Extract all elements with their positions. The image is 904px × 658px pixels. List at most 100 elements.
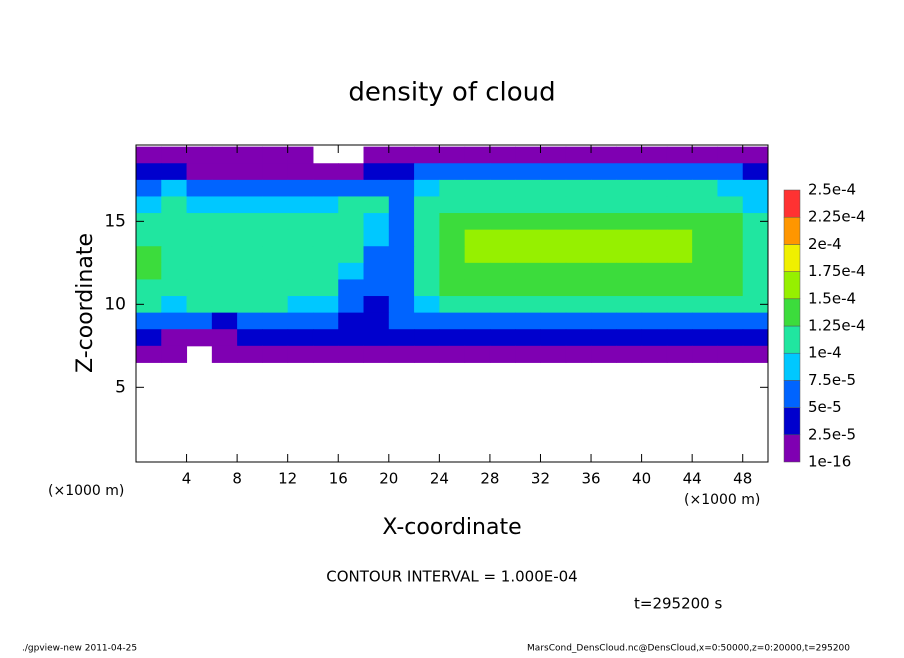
heat-cell bbox=[439, 179, 466, 197]
heat-cell bbox=[540, 329, 567, 347]
heat-cell bbox=[641, 196, 668, 214]
heat-cell bbox=[363, 146, 390, 164]
colorbar-label: 2.25e-4 bbox=[808, 208, 866, 226]
heat-cell bbox=[515, 345, 541, 363]
heat-cell bbox=[540, 312, 567, 330]
heat-cell bbox=[641, 179, 668, 197]
heat-cell bbox=[136, 345, 162, 363]
heat-cell bbox=[211, 312, 238, 330]
heat-cell bbox=[439, 146, 466, 164]
heat-cell bbox=[237, 345, 263, 363]
heat-cell bbox=[414, 179, 440, 197]
heat-cell bbox=[565, 312, 592, 330]
heat-cell bbox=[489, 146, 516, 164]
x-tick-label: 44 bbox=[683, 470, 702, 488]
heat-cell bbox=[464, 279, 491, 297]
heat-cell bbox=[414, 146, 440, 164]
heat-cell bbox=[540, 146, 567, 164]
heat-cell bbox=[262, 329, 289, 347]
heat-cell bbox=[464, 312, 491, 330]
heat-cell bbox=[363, 196, 390, 214]
time-label: t=295200 s bbox=[634, 595, 722, 613]
heat-cell bbox=[312, 196, 339, 214]
heat-cell bbox=[414, 163, 440, 181]
heat-cell bbox=[186, 262, 213, 280]
heat-cell bbox=[616, 296, 643, 314]
heat-cell bbox=[136, 312, 162, 330]
heat-cell bbox=[136, 262, 162, 280]
heat-cell bbox=[464, 296, 491, 314]
heat-cell bbox=[211, 329, 238, 347]
heat-cell bbox=[591, 345, 617, 363]
heat-cell bbox=[262, 262, 289, 280]
heat-cell bbox=[287, 329, 314, 347]
heat-cell bbox=[414, 345, 440, 363]
heat-cell bbox=[211, 179, 238, 197]
heat-cell bbox=[616, 163, 643, 181]
heat-cell bbox=[489, 345, 516, 363]
heat-cell bbox=[666, 279, 693, 297]
heat-cell bbox=[692, 196, 718, 214]
heat-cell bbox=[211, 246, 238, 264]
heat-cell bbox=[312, 262, 339, 280]
heat-cell bbox=[388, 213, 415, 231]
colorbar-band bbox=[783, 216, 801, 245]
heat-cell bbox=[616, 262, 643, 280]
heat-cell bbox=[338, 345, 365, 363]
heat-cell bbox=[489, 213, 516, 231]
heat-cell bbox=[742, 345, 769, 363]
heat-cell bbox=[388, 229, 415, 247]
colorbar-label: 1.25e-4 bbox=[808, 317, 866, 335]
heat-cell bbox=[464, 146, 491, 164]
heat-cell bbox=[692, 345, 718, 363]
heat-cell bbox=[565, 146, 592, 164]
heat-cell bbox=[692, 179, 718, 197]
heat-cell bbox=[591, 229, 617, 247]
heat-cell bbox=[616, 312, 643, 330]
heat-cell bbox=[540, 246, 567, 264]
heat-cell bbox=[161, 262, 188, 280]
heat-cell bbox=[211, 213, 238, 231]
x-tick-label: 8 bbox=[232, 470, 242, 488]
heat-cell bbox=[363, 329, 390, 347]
heat-cell bbox=[439, 213, 466, 231]
heat-cell bbox=[186, 329, 213, 347]
heat-cell bbox=[591, 213, 617, 231]
colorbar-band bbox=[783, 244, 801, 272]
heat-cell bbox=[666, 213, 693, 231]
heat-cell bbox=[565, 163, 592, 181]
heat-cell bbox=[414, 296, 440, 314]
heat-cell bbox=[338, 163, 365, 181]
heat-cell bbox=[540, 279, 567, 297]
heat-cell bbox=[515, 296, 541, 314]
colorbar-label: 2e-4 bbox=[808, 235, 842, 253]
heat-cell bbox=[616, 196, 643, 214]
heat-cell bbox=[742, 146, 769, 164]
heat-cell bbox=[439, 262, 466, 280]
heat-cell bbox=[312, 279, 339, 297]
heat-cell bbox=[489, 246, 516, 264]
heat-cell bbox=[439, 196, 466, 214]
heat-cell bbox=[591, 262, 617, 280]
heat-cell bbox=[287, 279, 314, 297]
colorbar-band bbox=[783, 380, 801, 408]
heat-cell bbox=[136, 279, 162, 297]
heat-cell bbox=[464, 246, 491, 264]
heat-cell bbox=[363, 296, 390, 314]
heat-cell bbox=[717, 213, 744, 231]
heat-cell bbox=[515, 229, 541, 247]
heat-cell bbox=[641, 246, 668, 264]
heat-cell bbox=[591, 329, 617, 347]
heat-cell bbox=[211, 196, 238, 214]
heat-cell bbox=[312, 312, 339, 330]
heat-cell bbox=[692, 262, 718, 280]
heat-cell bbox=[540, 229, 567, 247]
heat-cell bbox=[186, 279, 213, 297]
heat-cell bbox=[692, 229, 718, 247]
heat-cell bbox=[262, 345, 289, 363]
heat-cell bbox=[717, 179, 744, 197]
heat-cell bbox=[388, 163, 415, 181]
heat-cell bbox=[439, 279, 466, 297]
heat-cell bbox=[161, 312, 188, 330]
heat-cell bbox=[161, 213, 188, 231]
